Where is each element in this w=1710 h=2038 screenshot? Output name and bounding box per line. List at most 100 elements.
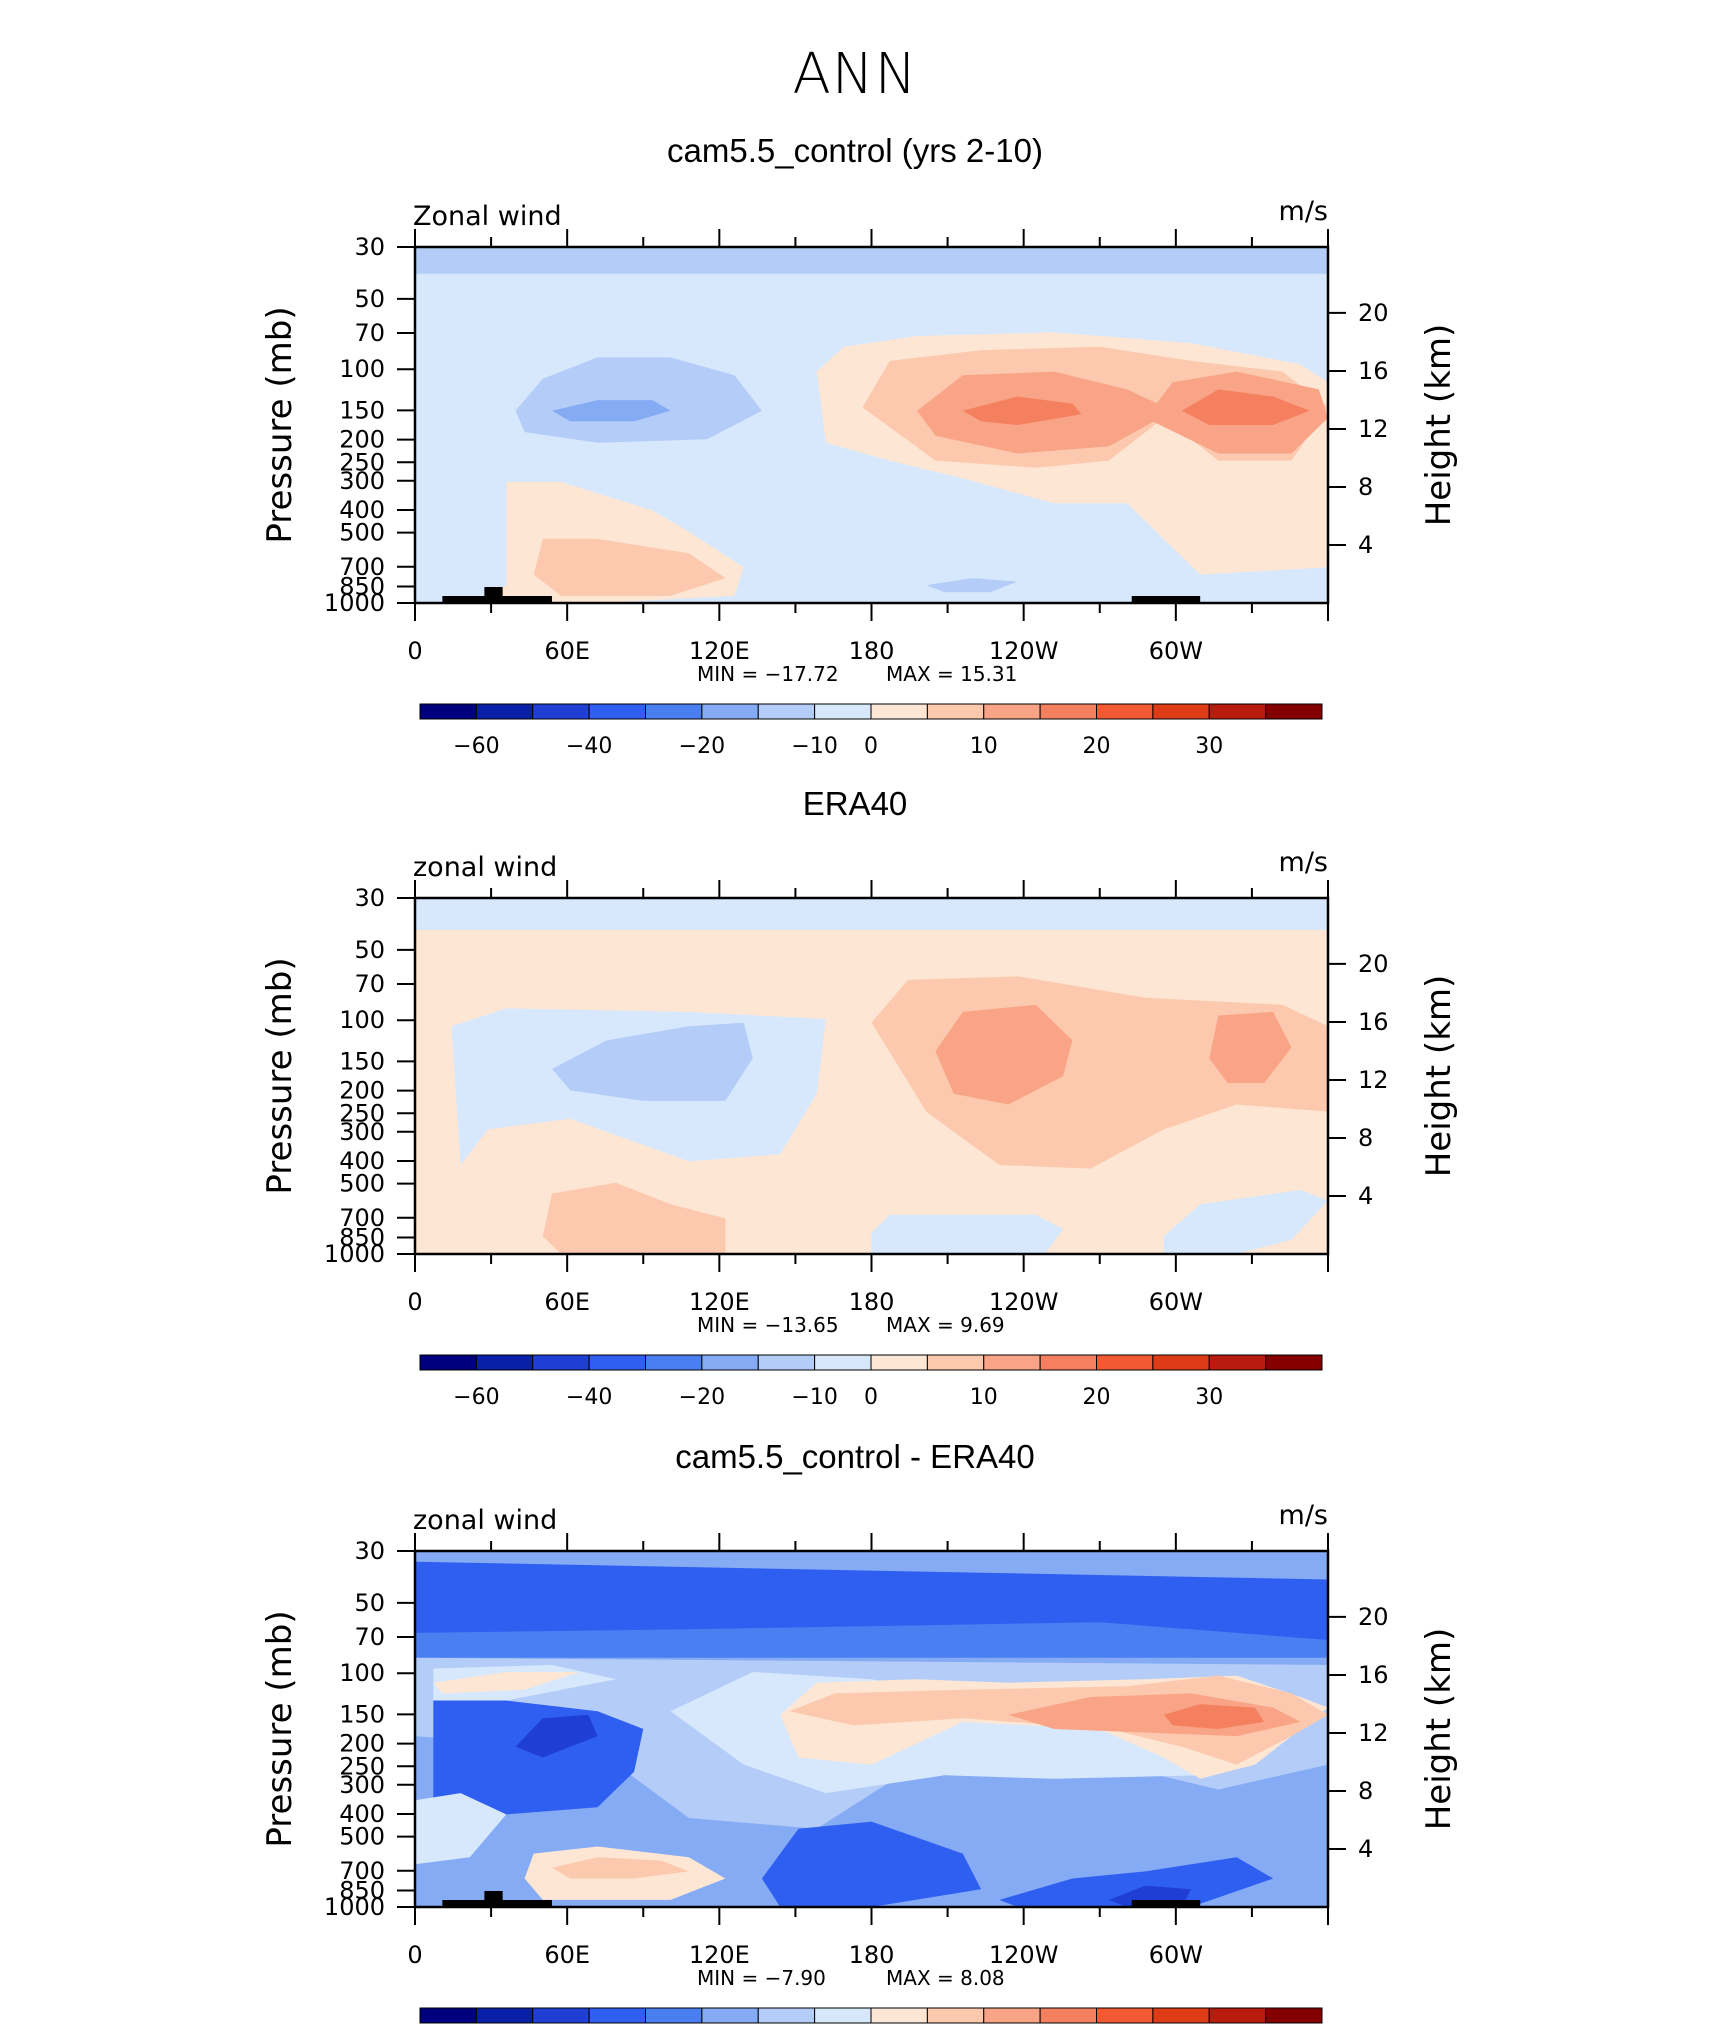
y-tick-label: 50 (354, 1589, 385, 1617)
y-tick-label: 1000 (324, 1240, 385, 1268)
colorbar-swatch (419, 1354, 477, 1371)
panel-title-3: cam5.5_control - ERA40 (675, 1438, 1035, 1475)
colorbar-swatch (419, 2007, 477, 2024)
y-tick-label: 100 (339, 355, 385, 383)
contour-field (415, 898, 1328, 1254)
contour-region (415, 1793, 507, 1865)
colorbar: −60 −40 −20 −10 0 10 20 30 (419, 1354, 1323, 1410)
min-stat: MIN = −17.72 (697, 662, 839, 686)
colorbar-swatch (870, 1354, 928, 1371)
right-tick-label: 8 (1358, 473, 1373, 501)
panel-title-2: ERA40 (802, 785, 908, 822)
colorbar-swatch (701, 1354, 759, 1371)
y-axis-label-right: Height (km) (1419, 975, 1459, 1178)
right-tick-label: 12 (1358, 1719, 1389, 1747)
colorbar-tick-label: 30 (1195, 734, 1223, 759)
y-tick-label: 700 (339, 1204, 385, 1232)
y-tick-label: 150 (339, 396, 385, 424)
contour-region (542, 1182, 726, 1254)
x-tick-label: 60W (1149, 1941, 1203, 1969)
y-tick-label: 700 (339, 1857, 385, 1885)
min-stat: MIN = −7.90 (697, 1966, 826, 1990)
y-tick-label: 500 (339, 519, 385, 547)
x-tick-label: 120W (989, 1941, 1059, 1969)
colorbar-tick-label: 0 (864, 734, 878, 759)
colorbar-swatch (1039, 703, 1097, 720)
right-tick-label: 4 (1358, 1182, 1373, 1210)
colorbar-tick-label: −20 (679, 1385, 725, 1410)
right-tick-label: 12 (1358, 1066, 1389, 1094)
contour-region (515, 1714, 598, 1758)
colorbar-tick-label: −20 (679, 734, 725, 759)
right-tick-label: 4 (1358, 531, 1373, 559)
y-tick-label: 400 (339, 496, 385, 524)
colorbar: −60 −40 −20 −10 0 10 20 30 (419, 703, 1323, 759)
colorbar-tick-label: −10 (791, 1385, 837, 1410)
units-label: m/s (1279, 847, 1328, 878)
colorbar-swatch (926, 2007, 985, 2024)
y-tick-label: 1000 (324, 589, 385, 617)
x-tick-label: 180 (849, 637, 895, 665)
colorbar-swatch (870, 703, 928, 720)
x-tick-label: 0 (407, 1288, 422, 1316)
y-tick-label: 250 (339, 1099, 385, 1127)
colorbar-swatch (701, 2007, 759, 2024)
y-axis-label: Pressure (mb) (260, 1610, 300, 1847)
x-tick-label: 0 (407, 637, 422, 665)
y-tick-label: 30 (354, 884, 385, 912)
x-tick-label: 120W (989, 1288, 1059, 1316)
y-tick-label: 150 (339, 1047, 385, 1075)
colorbar-swatch (588, 703, 646, 720)
y-tick-label: 500 (339, 1823, 385, 1851)
contour-region (871, 1214, 1064, 1254)
colorbar-tick-label: 30 (1195, 1385, 1223, 1410)
colorbar-tick-label: 10 (970, 734, 998, 759)
y-tick-label: 1000 (324, 1893, 385, 1921)
colorbar-tick-label: −60 (453, 1385, 499, 1410)
y-tick-label: 150 (339, 1700, 385, 1728)
colorbar-swatch (1039, 1354, 1097, 1371)
colorbar-swatch (870, 2007, 928, 2024)
units-label: m/s (1279, 1500, 1328, 1531)
contour-region (935, 1004, 1073, 1105)
right-tick-label: 8 (1358, 1124, 1373, 1152)
y-tick-label: 300 (339, 1771, 385, 1799)
y-tick-label: 250 (339, 448, 385, 476)
colorbar-swatch (1096, 1354, 1154, 1371)
panel-2: zonal wind m/s305070100150200250300400500… (260, 847, 1459, 1410)
colorbar-tick-label: −60 (453, 734, 499, 759)
main-title: ANN (792, 42, 918, 107)
colorbar-swatch (814, 2007, 872, 2024)
colorbar-swatch (1265, 2007, 1323, 2024)
x-tick-label: 120E (689, 637, 750, 665)
contour-region (999, 1857, 1274, 1907)
colorbar-swatch (757, 2007, 816, 2024)
y-tick-label: 100 (339, 1659, 385, 1687)
colorbar-swatch (983, 703, 1041, 720)
y-tick-label: 500 (339, 1170, 385, 1198)
contour-region (552, 400, 671, 422)
max-stat: MAX = 15.31 (886, 662, 1017, 686)
y-tick-label: 300 (339, 467, 385, 495)
right-tick-label: 20 (1358, 299, 1389, 327)
panel-1: Zonal wind m/s305070100150200250300400500… (260, 196, 1459, 759)
colorbar-swatch (1265, 703, 1323, 720)
right-tick-label: 8 (1358, 1777, 1373, 1805)
colorbar-swatch (701, 703, 759, 720)
contour-region (433, 1672, 580, 1694)
y-tick-label: 200 (339, 426, 385, 454)
colorbar-swatch (757, 1354, 816, 1371)
x-tick-label: 60E (544, 1288, 590, 1316)
right-tick-label: 20 (1358, 1603, 1389, 1631)
colorbar-swatch (1152, 703, 1210, 720)
contour-region (1163, 1704, 1265, 1729)
contour-region (415, 1561, 1328, 1640)
contour-region (533, 538, 726, 596)
x-tick-label: 120W (989, 637, 1059, 665)
contour-region (552, 1857, 689, 1879)
colorbar-swatch (1096, 2007, 1154, 2024)
y-tick-label: 30 (354, 233, 385, 261)
colorbar-tick-label: 10 (970, 1385, 998, 1410)
units-label: m/s (1279, 196, 1328, 227)
